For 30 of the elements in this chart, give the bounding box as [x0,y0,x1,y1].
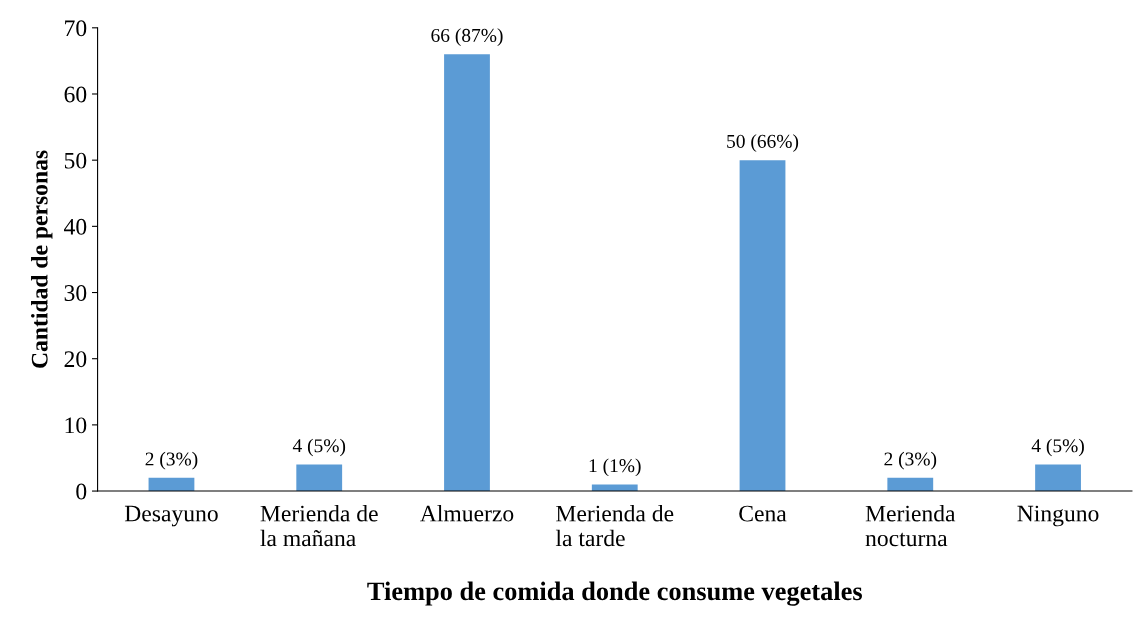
data-label: 2 (3%) [145,451,198,470]
y-tick-label: 0 [76,483,87,500]
y-tick-label: 30 [64,285,87,301]
data-label: 1 (1%) [589,458,641,477]
y-tick-label: 70 [65,20,87,37]
y-axis-title: Cantidad de personas [31,150,53,368]
y-tick-label: 60 [64,86,87,103]
bar [296,464,343,492]
x-tick-label: Ninguno [1017,505,1099,527]
bar [1035,464,1081,492]
bar [591,484,638,492]
data-label: 4 (5%) [1031,438,1084,457]
data-label: 66 (87%) [431,28,503,46]
x-tick-label: Cena [739,505,787,522]
x-tick-label: Desayuno [124,505,218,527]
bar [444,54,490,492]
y-tick-label: 10 [65,417,87,434]
y-tick-label: 20 [64,351,87,368]
x-tick-label: Merienda de la tarde [555,504,674,547]
bar [739,160,786,492]
bar [887,477,934,492]
y-tick-label: 50 [64,152,87,169]
x-tick-label: Merienda nocturna [865,504,956,547]
data-label: 50 (66%) [727,134,799,152]
x-tick-label: Merienda de la mañana [260,504,378,547]
y-tick-label: 40 [64,218,87,235]
x-tick-label: Almuerzo [420,504,514,522]
data-label: 4 (5%) [292,438,346,457]
x-axis-title: Tiempo de comida donde consume vegetales [367,581,862,606]
data-label: 2 (3%) [884,451,937,470]
